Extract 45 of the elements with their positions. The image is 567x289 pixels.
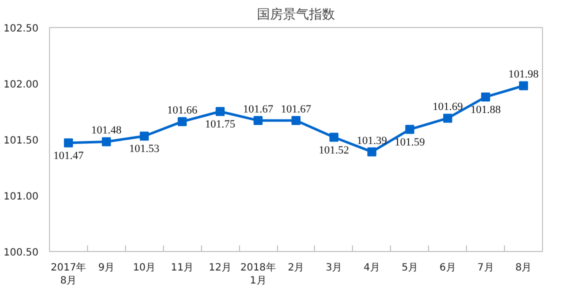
point — [102, 137, 111, 146]
y-tick-label: 102.50 — [4, 24, 39, 34]
point — [329, 132, 338, 142]
data-label: 101.98 — [508, 68, 540, 81]
y-tick-label: 101.00 — [4, 192, 39, 202]
point — [481, 92, 490, 102]
x-tick-label: 2017年 8月 — [50, 262, 86, 287]
data-label: 101.66 — [167, 104, 198, 117]
point — [405, 124, 414, 134]
y-tick-label: 100.50 — [4, 248, 39, 258]
data-label: 101.88 — [470, 104, 502, 116]
point — [367, 147, 376, 156]
data-label: 101.53 — [129, 143, 160, 156]
data-label: 101.52 — [318, 144, 350, 156]
point — [443, 114, 452, 123]
point — [254, 116, 263, 125]
data-label: 101.39 — [356, 134, 388, 147]
x-tick-label: 12月 — [208, 262, 232, 274]
point — [178, 117, 187, 126]
data-label: 101.69 — [432, 101, 464, 114]
x-tick-label: 4月 — [364, 262, 380, 274]
data-label: 101.67 — [242, 103, 274, 116]
point — [216, 107, 225, 116]
x-tick-label: 3月 — [326, 262, 342, 274]
x-tick-label: 8月 — [515, 262, 532, 274]
point — [140, 132, 149, 141]
x-tick-label: 6月 — [440, 262, 456, 274]
data-label: 101.75 — [205, 118, 236, 130]
point — [64, 138, 73, 148]
chart-title: 国房景气指数 — [257, 6, 335, 22]
y-tick-label: 102.00 — [4, 80, 39, 90]
data-label: 101.67 — [280, 103, 312, 116]
x-tick-label: 10月 — [132, 262, 156, 274]
data-label: 101.48 — [91, 124, 122, 137]
data-label: 101.59 — [394, 136, 426, 148]
x-tick-label: 7月 — [477, 262, 494, 274]
x-tick-label: 2018年 1月 — [240, 262, 276, 287]
point — [519, 81, 528, 90]
point — [292, 116, 300, 125]
data-label: 101.47 — [53, 150, 84, 162]
x-tick-label: 9月 — [98, 262, 115, 274]
y-tick-label: 101.50 — [4, 136, 39, 146]
x-tick-label: 2月 — [288, 262, 304, 274]
x-tick-label: 11月 — [170, 262, 194, 274]
x-tick-label: 5月 — [402, 262, 418, 274]
